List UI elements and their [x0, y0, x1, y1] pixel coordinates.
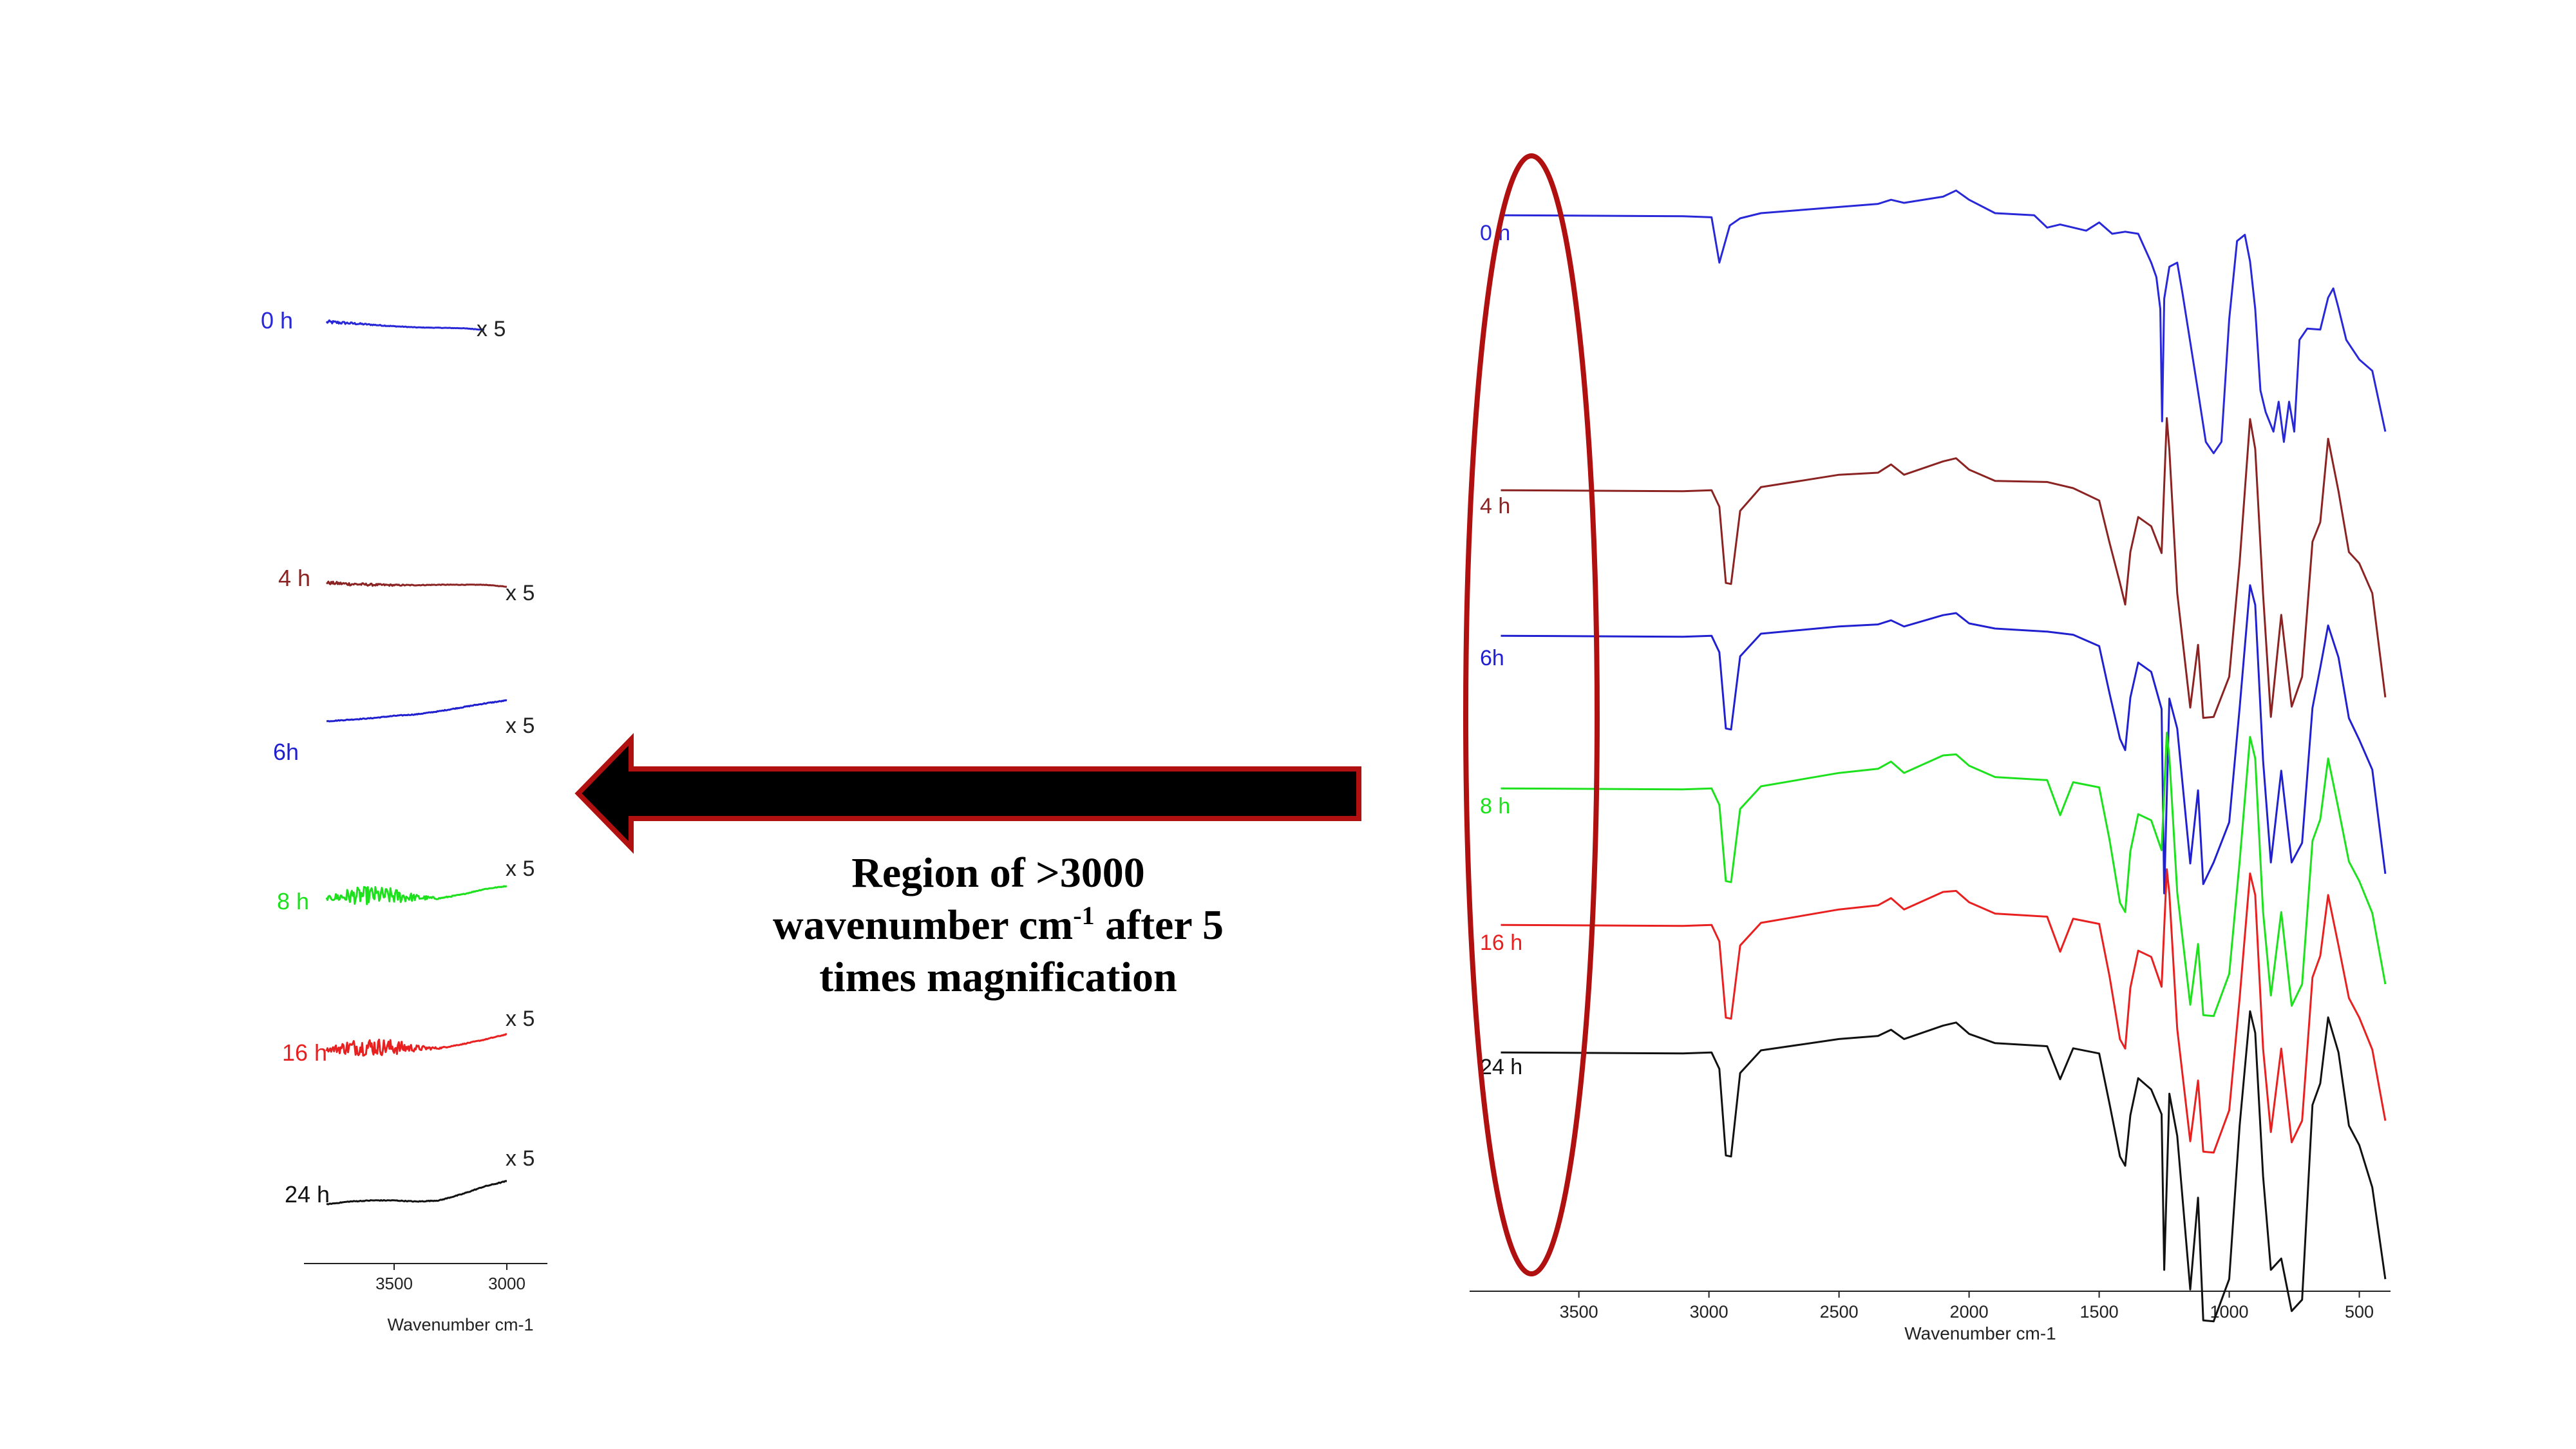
- caption-line-2: wavenumber cm-1 after 5: [644, 899, 1352, 951]
- series-label-8h: 8 h: [1480, 794, 1510, 819]
- arrow-left-icon: [574, 733, 1361, 854]
- magnification-label-4h: x 5: [506, 581, 535, 605]
- series-line-0h: [325, 319, 484, 331]
- series-line-0h: [1501, 189, 2387, 455]
- x-tick-label-3500: 3500: [1560, 1302, 1598, 1321]
- magnified-chart: 3500 3000 Wavenumber cm-1 0 h x 5 4 h x 5 6h x 5…: [261, 307, 547, 1334]
- caption-superscript: -1: [1073, 901, 1095, 931]
- x-tick-label-3000: 3000: [488, 1274, 526, 1293]
- series-line-4h: [326, 580, 507, 588]
- x-axis-label: Wavenumber cm-1: [1904, 1323, 2056, 1343]
- x-tick-label-3500: 3500: [375, 1274, 413, 1293]
- full-spectrum-chart: 3500 3000 2500 2000 1500 1000 500 Wavenumber cm…: [1470, 189, 2391, 1343]
- x-tick-label-2000: 2000: [1950, 1302, 1989, 1321]
- magnification-label-6h: x 5: [506, 714, 535, 738]
- series-line-4h: [1501, 417, 2387, 719]
- series-label-16h: 16 h: [1480, 931, 1522, 955]
- series-line-16h: [1501, 868, 2387, 1154]
- highlight-ellipse: [1463, 153, 1600, 1276]
- series-label-4h: 4 h: [278, 565, 310, 591]
- series-line-16h: [325, 1033, 507, 1057]
- caption-line-2-tail: after 5: [1094, 902, 1224, 949]
- series-label-8h: 8 h: [277, 888, 309, 914]
- magnification-label-8h: x 5: [506, 857, 535, 881]
- series-label-6h: 6h: [1480, 646, 1504, 670]
- series-label-0h: 0 h: [261, 307, 293, 334]
- caption-line-2-text: wavenumber cm: [773, 902, 1074, 949]
- series-line-8h: [1501, 732, 2387, 1018]
- series-line-24h: [326, 1180, 507, 1206]
- caption-line-3: times magnification: [819, 954, 1177, 1001]
- x-tick-label-2500: 2500: [1820, 1302, 1859, 1321]
- series-label-24h: 24 h: [1480, 1055, 1522, 1079]
- x-axis-label: Wavenumber cm-1: [387, 1315, 533, 1334]
- series-line-8h: [325, 885, 507, 905]
- x-tick-label-3000: 3000: [1690, 1302, 1728, 1321]
- series-label-16h: 16 h: [282, 1039, 327, 1066]
- arrow-caption: Region of >3000 wavenumber cm-1 after 5 …: [644, 847, 1352, 1004]
- caption-line-1: Region of >3000: [851, 849, 1145, 896]
- magnification-label-24h: x 5: [506, 1146, 535, 1171]
- x-tick-label-500: 500: [2345, 1302, 2374, 1321]
- magnification-label-16h: x 5: [506, 1007, 535, 1031]
- series-label-24h: 24 h: [285, 1181, 330, 1208]
- series-label-6h: 6h: [273, 739, 299, 765]
- series-line-24h: [1501, 1010, 2387, 1323]
- x-tick-label-1500: 1500: [2080, 1302, 2119, 1321]
- series-label-4h: 4 h: [1480, 494, 1510, 518]
- magnification-label-0h: x 5: [477, 317, 506, 341]
- x-tick-label-1000: 1000: [2210, 1302, 2249, 1321]
- series-line-6h: [326, 699, 507, 723]
- series-line-6h: [1501, 584, 2387, 895]
